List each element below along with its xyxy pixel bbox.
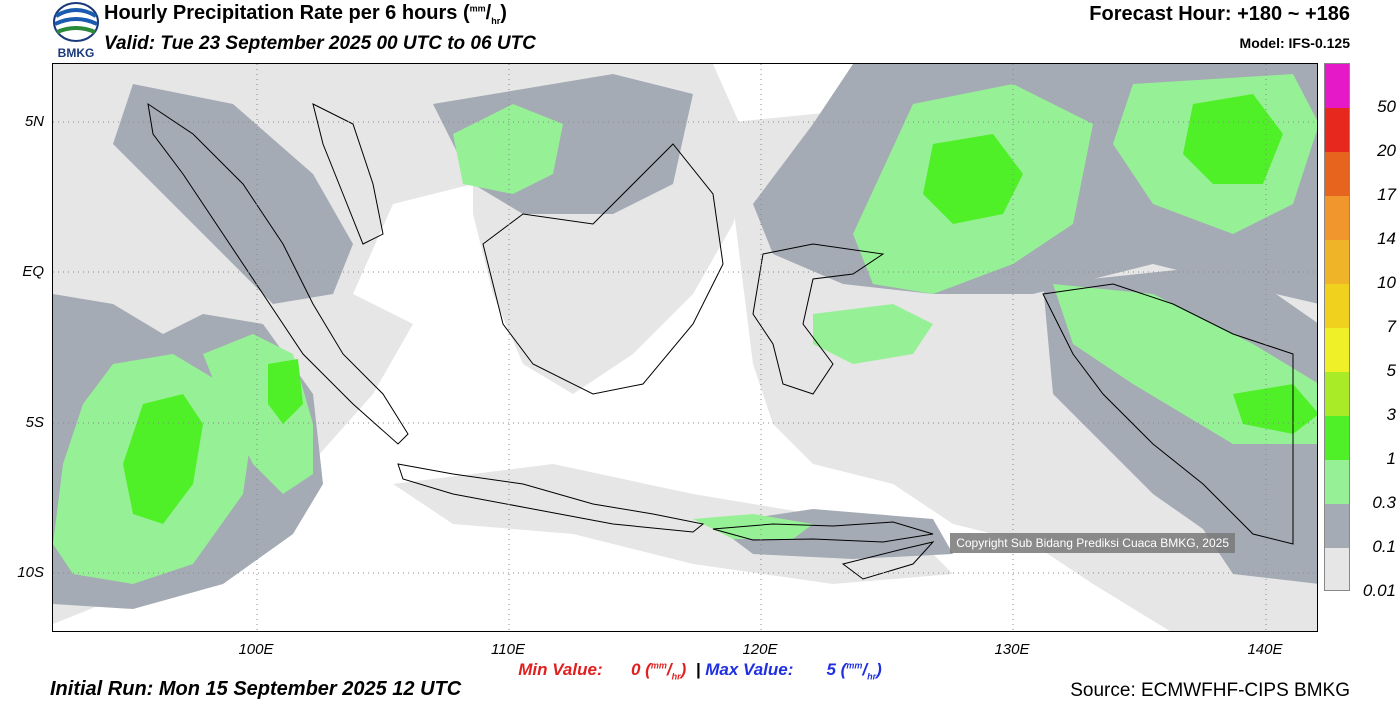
- lat-label-5n: 5N: [24, 113, 44, 130]
- legend-swatch: [1325, 196, 1349, 240]
- coastline-timor: [841, 541, 935, 580]
- precip-area: [268, 359, 303, 424]
- lon-label-130e: 130E: [994, 641, 1030, 658]
- coastline-sumatra: [147, 102, 409, 445]
- min-value: 0: [630, 660, 641, 679]
- logo-text: BMKG: [57, 46, 95, 60]
- legend-swatch: [1325, 548, 1349, 590]
- lat-label-eq: EQ: [22, 263, 44, 280]
- lon-label-120e: 120E: [742, 641, 778, 658]
- precip-area: [123, 394, 203, 524]
- coastline-borneo: [482, 143, 724, 395]
- legend-label: 14: [1377, 229, 1396, 248]
- min-max-line: Min Value: 0 (mm/hr) | Max Value: 5 (mm/…: [518, 660, 882, 682]
- legend-label: 0.3: [1372, 493, 1396, 512]
- legend-swatch: [1325, 108, 1349, 152]
- lon-label-100e: 100E: [238, 641, 274, 658]
- coastline-papua: [1042, 283, 1294, 545]
- legend-label: 0.01: [1362, 581, 1396, 600]
- precip-area: [1183, 94, 1283, 184]
- coastline-nusatenggara: [712, 521, 934, 543]
- precip-area: [453, 104, 563, 194]
- legend-label: 20: [1377, 141, 1396, 160]
- lat-label-10s: 10S: [17, 564, 44, 581]
- legend-swatch: [1325, 372, 1349, 416]
- legend-swatch: [1325, 240, 1349, 284]
- forecast-hour: Forecast Hour: +180 ~ +186: [1089, 3, 1350, 25]
- legend-label: 17: [1377, 185, 1396, 204]
- lon-label-140e: 140E: [1247, 641, 1283, 658]
- min-unit-den: hr: [671, 671, 681, 682]
- precip-area: [1173, 484, 1317, 584]
- precip-area: [1233, 384, 1317, 434]
- legend-swatch: [1325, 64, 1349, 108]
- title-unit-den: hr: [491, 16, 501, 26]
- precip-area: [113, 84, 353, 304]
- bmkg-logo: BMKG: [52, 2, 100, 60]
- legend-swatch: [1325, 416, 1349, 460]
- max-unit-num: mm: [846, 660, 863, 671]
- precip-map: Copyright Sub Bidang Prediksi Cuaca BMKG…: [52, 63, 1318, 632]
- minmax-separator: |: [695, 660, 701, 679]
- precip-layer-1: [123, 94, 1317, 524]
- max-label: Max Value:: [705, 660, 794, 679]
- coastlines: [147, 102, 1294, 580]
- model-name: Model: IFS-0.125: [1239, 35, 1350, 51]
- chart-title: Hourly Precipitation Rate per 6 hours (m…: [104, 2, 507, 26]
- min-unit-num: mm: [650, 660, 667, 671]
- precip-area: [813, 304, 933, 364]
- max-unit-den: hr: [867, 671, 877, 682]
- lon-label-110e: 110E: [491, 641, 525, 658]
- legend-label: 50: [1377, 97, 1396, 116]
- gridlines: [53, 64, 1317, 631]
- max-value: 5: [826, 660, 836, 679]
- legend-label: 7: [1386, 317, 1396, 336]
- title-text: Hourly Precipitation Rate per 6 hours: [104, 2, 458, 24]
- legend-swatch: [1325, 328, 1349, 372]
- legend-swatch: [1325, 284, 1349, 328]
- legend-label: 10: [1377, 273, 1396, 292]
- coastline-malaya: [312, 103, 384, 245]
- lat-label-5s: 5S: [25, 414, 44, 431]
- legend-label: 1: [1386, 449, 1396, 468]
- map-canvas: [53, 64, 1317, 631]
- initial-run: Initial Run: Mon 15 September 2025 12 UT…: [50, 678, 462, 700]
- precip-area: [693, 514, 813, 539]
- legend-label: 0.1: [1372, 537, 1396, 556]
- legend-label: 5: [1386, 361, 1396, 380]
- title-unit-num: mm: [469, 3, 486, 14]
- valid-time: Valid: Tue 23 September 2025 00 UTC to 0…: [104, 33, 536, 54]
- data-source: Source: ECMWFHF-CIPS BMKG: [1070, 680, 1350, 701]
- copyright-notice: Copyright Sub Bidang Prediksi Cuaca BMKG…: [950, 533, 1235, 553]
- bmkg-emblem-icon: [53, 2, 99, 42]
- legend-label: 3: [1386, 405, 1396, 424]
- precip-area: [923, 134, 1023, 224]
- precip-legend: [1324, 63, 1350, 591]
- coastline-sulawesi: [752, 243, 885, 395]
- legend-swatch: [1325, 504, 1349, 548]
- min-label: Min Value:: [518, 660, 603, 679]
- legend-swatch: [1325, 460, 1349, 504]
- legend-swatch: [1325, 152, 1349, 196]
- coastline-java: [397, 463, 705, 533]
